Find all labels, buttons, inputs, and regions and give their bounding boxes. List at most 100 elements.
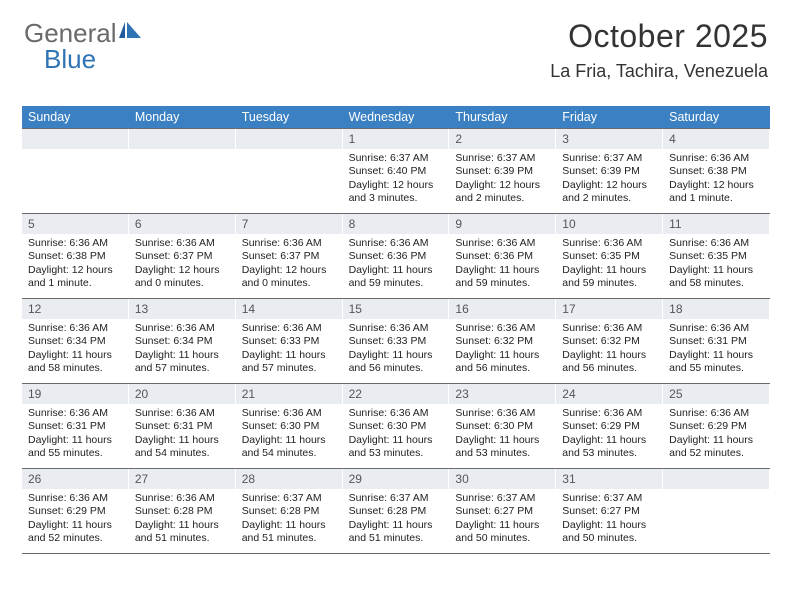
day-details: Sunrise: 6:36 AMSunset: 6:38 PMDaylight:… (22, 234, 128, 297)
sunrise-text: Sunrise: 6:36 AM (28, 407, 122, 420)
day-number: 26 (22, 469, 128, 489)
day-details: Sunrise: 6:36 AMSunset: 6:32 PMDaylight:… (449, 319, 555, 382)
weekday-sunday: Sunday (22, 106, 129, 128)
day-details: Sunrise: 6:36 AMSunset: 6:33 PMDaylight:… (343, 319, 449, 382)
day-details: Sunrise: 6:37 AMSunset: 6:39 PMDaylight:… (556, 149, 662, 212)
day-number: 4 (663, 129, 769, 149)
calendar-cell: 25Sunrise: 6:36 AMSunset: 6:29 PMDayligh… (663, 384, 770, 468)
day-number: 12 (22, 299, 128, 319)
daylight-text: Daylight: 11 hours and 56 minutes. (455, 349, 549, 376)
daylight-text: Daylight: 11 hours and 58 minutes. (669, 264, 763, 291)
weekday-friday: Friday (556, 106, 663, 128)
day-number: 7 (236, 214, 342, 234)
daylight-text: Daylight: 12 hours and 1 minute. (28, 264, 122, 291)
calendar-cell (129, 129, 236, 213)
sunrise-text: Sunrise: 6:37 AM (455, 492, 549, 505)
sunrise-text: Sunrise: 6:36 AM (669, 407, 763, 420)
daylight-text: Daylight: 11 hours and 59 minutes. (349, 264, 443, 291)
sunset-text: Sunset: 6:36 PM (455, 250, 549, 263)
sunset-text: Sunset: 6:29 PM (28, 505, 122, 518)
sunset-text: Sunset: 6:33 PM (349, 335, 443, 348)
sunset-text: Sunset: 6:28 PM (349, 505, 443, 518)
daylight-text: Daylight: 11 hours and 56 minutes. (349, 349, 443, 376)
sail-icon (119, 22, 143, 47)
calendar-cell (22, 129, 129, 213)
calendar-cell: 13Sunrise: 6:36 AMSunset: 6:34 PMDayligh… (129, 299, 236, 383)
daylight-text: Daylight: 11 hours and 58 minutes. (28, 349, 122, 376)
day-number (129, 129, 235, 149)
calendar-cell: 20Sunrise: 6:36 AMSunset: 6:31 PMDayligh… (129, 384, 236, 468)
daylight-text: Daylight: 11 hours and 54 minutes. (242, 434, 336, 461)
day-number: 25 (663, 384, 769, 404)
daylight-text: Daylight: 11 hours and 51 minutes. (349, 519, 443, 546)
calendar-cell: 21Sunrise: 6:36 AMSunset: 6:30 PMDayligh… (236, 384, 343, 468)
calendar-week: 1Sunrise: 6:37 AMSunset: 6:40 PMDaylight… (22, 128, 770, 213)
daylight-text: Daylight: 11 hours and 59 minutes. (562, 264, 656, 291)
day-details: Sunrise: 6:36 AMSunset: 6:34 PMDaylight:… (129, 319, 235, 382)
daylight-text: Daylight: 11 hours and 55 minutes. (669, 349, 763, 376)
day-details (663, 489, 769, 498)
day-details: Sunrise: 6:36 AMSunset: 6:29 PMDaylight:… (22, 489, 128, 552)
daylight-text: Daylight: 11 hours and 51 minutes. (135, 519, 229, 546)
calendar-cell: 11Sunrise: 6:36 AMSunset: 6:35 PMDayligh… (663, 214, 770, 298)
sunrise-text: Sunrise: 6:37 AM (562, 492, 656, 505)
daylight-text: Daylight: 11 hours and 53 minutes. (349, 434, 443, 461)
calendar-cell: 28Sunrise: 6:37 AMSunset: 6:28 PMDayligh… (236, 469, 343, 553)
day-number: 17 (556, 299, 662, 319)
sunrise-text: Sunrise: 6:36 AM (135, 407, 229, 420)
sunrise-text: Sunrise: 6:36 AM (349, 237, 443, 250)
day-number: 15 (343, 299, 449, 319)
day-details: Sunrise: 6:36 AMSunset: 6:38 PMDaylight:… (663, 149, 769, 212)
daylight-text: Daylight: 11 hours and 52 minutes. (669, 434, 763, 461)
daylight-text: Daylight: 12 hours and 3 minutes. (349, 179, 443, 206)
day-details: Sunrise: 6:36 AMSunset: 6:29 PMDaylight:… (556, 404, 662, 467)
sunset-text: Sunset: 6:37 PM (242, 250, 336, 263)
page-header: October 2025 La Fria, Tachira, Venezuela (550, 18, 768, 82)
daylight-text: Daylight: 12 hours and 1 minute. (669, 179, 763, 206)
calendar-week: 19Sunrise: 6:36 AMSunset: 6:31 PMDayligh… (22, 383, 770, 468)
sunset-text: Sunset: 6:28 PM (135, 505, 229, 518)
sunrise-text: Sunrise: 6:36 AM (242, 407, 336, 420)
day-number (22, 129, 128, 149)
sunset-text: Sunset: 6:31 PM (669, 335, 763, 348)
day-details: Sunrise: 6:36 AMSunset: 6:37 PMDaylight:… (129, 234, 235, 297)
calendar-cell: 29Sunrise: 6:37 AMSunset: 6:28 PMDayligh… (343, 469, 450, 553)
calendar-cell: 22Sunrise: 6:36 AMSunset: 6:30 PMDayligh… (343, 384, 450, 468)
sunset-text: Sunset: 6:30 PM (455, 420, 549, 433)
daylight-text: Daylight: 11 hours and 50 minutes. (562, 519, 656, 546)
sunrise-text: Sunrise: 6:36 AM (28, 237, 122, 250)
calendar-cell: 6Sunrise: 6:36 AMSunset: 6:37 PMDaylight… (129, 214, 236, 298)
sunrise-text: Sunrise: 6:36 AM (28, 492, 122, 505)
sunset-text: Sunset: 6:38 PM (669, 165, 763, 178)
weekday-wednesday: Wednesday (343, 106, 450, 128)
day-details: Sunrise: 6:37 AMSunset: 6:27 PMDaylight:… (449, 489, 555, 552)
day-details: Sunrise: 6:36 AMSunset: 6:31 PMDaylight:… (129, 404, 235, 467)
calendar-cell: 30Sunrise: 6:37 AMSunset: 6:27 PMDayligh… (449, 469, 556, 553)
weekday-monday: Monday (129, 106, 236, 128)
day-number: 18 (663, 299, 769, 319)
day-details: Sunrise: 6:36 AMSunset: 6:30 PMDaylight:… (343, 404, 449, 467)
sunset-text: Sunset: 6:28 PM (242, 505, 336, 518)
day-details: Sunrise: 6:37 AMSunset: 6:28 PMDaylight:… (343, 489, 449, 552)
sunrise-text: Sunrise: 6:36 AM (669, 152, 763, 165)
day-details: Sunrise: 6:37 AMSunset: 6:39 PMDaylight:… (449, 149, 555, 212)
sunrise-text: Sunrise: 6:37 AM (562, 152, 656, 165)
day-details: Sunrise: 6:37 AMSunset: 6:40 PMDaylight:… (343, 149, 449, 212)
day-number: 10 (556, 214, 662, 234)
calendar-cell: 23Sunrise: 6:36 AMSunset: 6:30 PMDayligh… (449, 384, 556, 468)
sunset-text: Sunset: 6:34 PM (28, 335, 122, 348)
daylight-text: Daylight: 12 hours and 2 minutes. (562, 179, 656, 206)
day-details: Sunrise: 6:36 AMSunset: 6:33 PMDaylight:… (236, 319, 342, 382)
calendar-cell: 9Sunrise: 6:36 AMSunset: 6:36 PMDaylight… (449, 214, 556, 298)
day-number: 9 (449, 214, 555, 234)
sunset-text: Sunset: 6:30 PM (242, 420, 336, 433)
day-number: 22 (343, 384, 449, 404)
calendar-cell: 14Sunrise: 6:36 AMSunset: 6:33 PMDayligh… (236, 299, 343, 383)
calendar-cell: 7Sunrise: 6:36 AMSunset: 6:37 PMDaylight… (236, 214, 343, 298)
location-subtitle: La Fria, Tachira, Venezuela (550, 61, 768, 82)
day-number (663, 469, 769, 489)
day-details: Sunrise: 6:36 AMSunset: 6:32 PMDaylight:… (556, 319, 662, 382)
sunrise-text: Sunrise: 6:36 AM (349, 322, 443, 335)
calendar-cell: 19Sunrise: 6:36 AMSunset: 6:31 PMDayligh… (22, 384, 129, 468)
sunrise-text: Sunrise: 6:36 AM (135, 492, 229, 505)
